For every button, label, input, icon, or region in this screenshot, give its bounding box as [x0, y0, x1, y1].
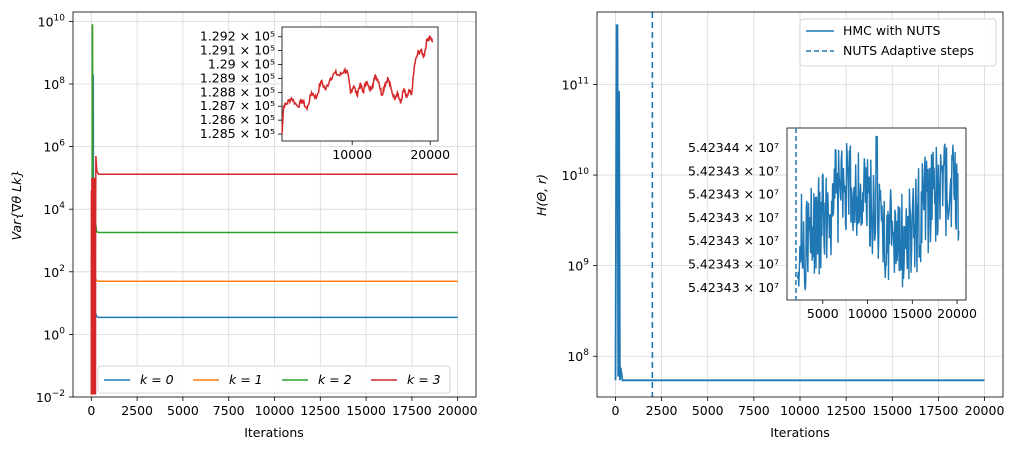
- left-inset-y-tick-label: 1.292 × 10⁵: [200, 29, 275, 44]
- left-inset-y-tick-label: 1.287 × 10⁵: [200, 98, 275, 113]
- right-inset-y-tick-label: 5.42343 × 10⁷: [688, 210, 779, 225]
- left-y-tick-label: 102: [43, 264, 65, 280]
- left-legend-label: k = 3: [407, 372, 441, 387]
- right-x-tick-label: 20000: [965, 403, 1005, 418]
- right-y-ticks: 108 109 1010 1011: [562, 76, 597, 364]
- legend-label-hmc: HMC with NUTS: [843, 23, 941, 38]
- right-x-tick-label: 7500: [738, 403, 770, 418]
- right-y-tick-label: 109: [567, 258, 589, 274]
- left-y-tick-label: 1010: [38, 13, 66, 29]
- left-inset-y-tick-label: 1.291 × 10⁵: [200, 43, 275, 58]
- left-x-tick-label: 0: [87, 403, 95, 418]
- right-panel: 0 2500 5000 7500 10000 12500 15000 17500 20000 1…: [534, 11, 1004, 440]
- left-y-ticks: 10−2 100 102 104 106 108 1010: [36, 13, 73, 405]
- right-x-tick-label: 17500: [919, 403, 959, 418]
- right-y-tick-label: 1011: [562, 76, 589, 92]
- legend-label-adaptive: NUTS Adaptive steps: [843, 43, 974, 58]
- left-panel: 0 2500 5000 7500 10000 12500 15000 17500 20000 1…: [9, 11, 478, 440]
- left-x-tick-label: 2500: [121, 403, 153, 418]
- left-inset-y-tick-label: 1.285 × 10⁵: [200, 126, 275, 141]
- right-inset-y-tick-label: 5.42344 × 10⁷: [688, 140, 779, 155]
- right-inset-y-tick-label: 5.42343 × 10⁷: [688, 257, 779, 272]
- left-x-tick-label: 17500: [392, 403, 432, 418]
- left-x-tick-label: 7500: [213, 403, 245, 418]
- left-y-tick-label: 108: [43, 76, 65, 92]
- left-y-tick-label: 106: [43, 139, 65, 155]
- left-legend-label: k = 0: [140, 372, 174, 387]
- right-inset: 5000 10000 15000 20000 5.42344 × 10⁷ 5.42343…: [688, 127, 977, 321]
- left-x-tick-label: 5000: [167, 403, 199, 418]
- left-legend-label: k = 1: [229, 372, 263, 387]
- left-y-tick-label: 10−2: [36, 389, 65, 405]
- right-series: [614, 12, 985, 397]
- right-inset-y-tick-label: 5.42343 × 10⁷: [688, 280, 779, 295]
- left-x-tick-label: 20000: [438, 403, 478, 418]
- right-x-tick-label: 15000: [872, 403, 912, 418]
- right-x-tick-label: 0: [611, 403, 619, 418]
- right-series-line-hmc: [614, 24, 985, 382]
- right-inset-series-line: [797, 135, 960, 291]
- right-inset-x-tick-label: 5000: [807, 306, 839, 321]
- right-inset-x-tick-label: 10000: [848, 306, 888, 321]
- right-x-tick-label: 10000: [780, 403, 820, 418]
- right-x-ticks: 0 2500 5000 7500 10000 12500 15000 17500 20000: [611, 397, 1004, 418]
- left-legend: k = 0 k = 1 k = 2 k = 3: [97, 365, 451, 394]
- right-y-tick-label: 1010: [562, 167, 590, 183]
- right-legend: HMC with NUTS NUTS Adaptive steps: [799, 18, 997, 67]
- right-x-tick-label: 2500: [646, 403, 678, 418]
- left-series: [90, 24, 458, 395]
- left-y-tick-label: 104: [43, 201, 65, 217]
- left-inset-y-tick-label: 1.288 × 10⁵: [200, 84, 275, 99]
- right-y-tick-label: 108: [567, 348, 589, 364]
- right-inset-y-tick-label: 5.42343 × 10⁷: [688, 233, 779, 248]
- right-inset-x-tick-label: 15000: [892, 306, 932, 321]
- left-x-tick-label: 10000: [255, 403, 295, 418]
- left-inset-x-tick-label: 20000: [410, 147, 450, 162]
- right-inset-y-tick-label: 5.42343 × 10⁷: [688, 187, 779, 202]
- right-inset-x-tick-label: 20000: [937, 306, 977, 321]
- left-y-tick-label: 100: [43, 326, 65, 342]
- left-x-ticks: 0 2500 5000 7500 10000 12500 15000 17500 20000: [87, 397, 478, 418]
- left-x-tick-label: 15000: [346, 403, 386, 418]
- right-legend-box: [799, 18, 997, 67]
- right-x-tick-label: 12500: [826, 403, 866, 418]
- left-legend-label: k = 2: [318, 372, 352, 387]
- left-inset-series-line: [281, 34, 434, 135]
- left-x-axis-label: Iterations: [244, 425, 304, 440]
- right-inset-y-tick-label: 5.42343 × 10⁷: [688, 163, 779, 178]
- left-inset-x-tick-label: 10000: [332, 147, 372, 162]
- left-series-line-k3: [90, 155, 458, 395]
- left-inset-y-tick-label: 1.286 × 10⁵: [200, 112, 275, 127]
- right-x-axis-label: Iterations: [770, 425, 830, 440]
- left-inset-y-tick-label: 1.289 × 10⁵: [200, 70, 275, 85]
- left-inset-y-tick-label: 1.29 × 10⁵: [208, 57, 275, 72]
- right-x-tick-label: 5000: [692, 403, 724, 418]
- left-x-tick-label: 12500: [300, 403, 340, 418]
- right-y-axis-label: H(Θ, r): [534, 174, 549, 216]
- left-y-axis-label: Var{∇θ Lk}: [9, 170, 24, 241]
- left-legend-box: [97, 365, 451, 394]
